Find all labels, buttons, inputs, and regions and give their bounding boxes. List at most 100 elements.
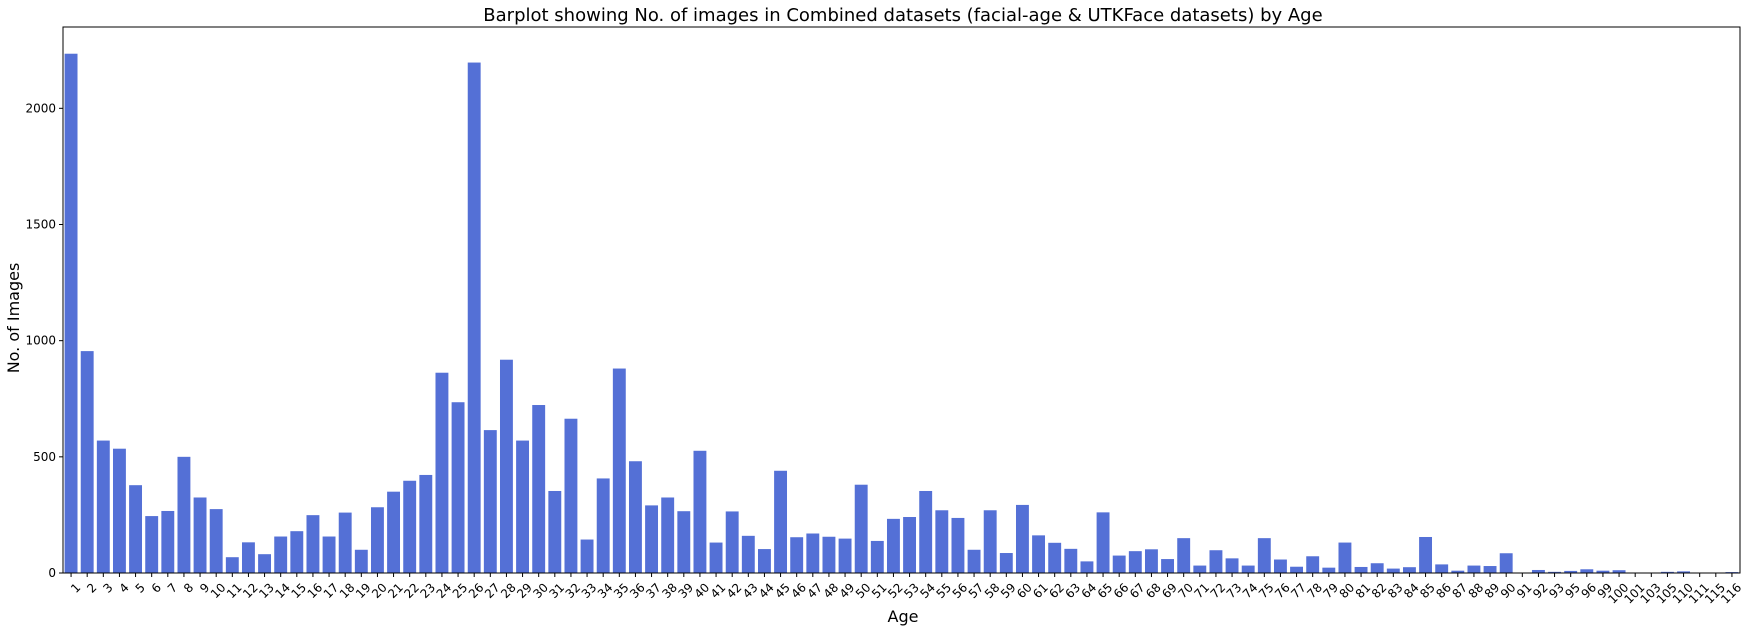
bar-age-25 <box>451 402 465 573</box>
bar-age-18 <box>338 512 352 573</box>
bar-age-20 <box>370 507 384 573</box>
y-axis: 0 500 1000 1500 2000 <box>25 101 63 580</box>
bar-age-34 <box>596 478 610 573</box>
bar-age-67 <box>1128 551 1142 573</box>
bar-age-40 <box>693 450 707 573</box>
bar-age-36 <box>628 461 642 573</box>
bar-age-24 <box>435 372 449 573</box>
x-tick-label: 2 <box>84 580 99 595</box>
bar-age-22 <box>403 480 417 573</box>
bar-age-37 <box>645 505 659 573</box>
bar-age-71 <box>1193 565 1207 573</box>
bar-age-76 <box>1273 559 1287 573</box>
bar-age-65 <box>1096 512 1110 573</box>
x-tick-label: 1 <box>68 580 83 595</box>
bar-age-52 <box>886 518 900 573</box>
y-tick-label: 0 <box>48 566 56 580</box>
bar-age-19 <box>354 549 368 573</box>
bar-age-59 <box>999 553 1013 573</box>
bar-age-88 <box>1467 565 1481 573</box>
bar-age-38 <box>661 497 675 573</box>
bar-age-1 <box>64 53 78 574</box>
bar-age-93 <box>1548 571 1562 573</box>
bar-age-95 <box>1564 570 1578 573</box>
bar-age-30 <box>532 405 546 573</box>
bar-age-64 <box>1080 561 1094 573</box>
chart-title: Barplot showing No. of images in Combine… <box>483 5 1322 26</box>
bar-age-75 <box>1257 538 1271 573</box>
bar-age-39 <box>677 511 691 573</box>
bar-age-53 <box>903 517 917 573</box>
bar-age-7 <box>161 510 175 573</box>
y-tick-label: 500 <box>33 450 56 464</box>
y-tick-label: 1000 <box>25 334 56 348</box>
bar-age-51 <box>870 540 884 573</box>
bar-age-32 <box>564 418 578 573</box>
bar-age-54 <box>919 490 933 573</box>
bar-age-57 <box>967 549 981 573</box>
bar-age-29 <box>516 440 530 573</box>
bar-age-27 <box>483 430 497 573</box>
bar-age-60 <box>1015 504 1029 573</box>
bar-age-2 <box>80 351 94 573</box>
bar-age-14 <box>274 536 288 573</box>
bar-age-12 <box>241 542 255 573</box>
bar-age-47 <box>806 533 820 573</box>
bars-group <box>64 53 1739 574</box>
bar-age-15 <box>290 531 304 573</box>
bar-age-84 <box>1402 567 1416 573</box>
bar-age-33 <box>580 539 594 573</box>
bar-age-105 <box>1660 571 1674 573</box>
bar-age-70 <box>1177 538 1191 573</box>
bar-age-48 <box>822 536 836 573</box>
bar-age-63 <box>1064 548 1078 573</box>
bar-age-26 <box>467 62 481 574</box>
bar-age-72 <box>1209 550 1223 573</box>
bar-age-23 <box>419 474 433 573</box>
bar-age-17 <box>322 536 336 573</box>
bar-age-4 <box>112 448 126 573</box>
bar-age-62 <box>1048 542 1062 573</box>
x-tick-label: 5 <box>133 580 148 595</box>
bar-age-3 <box>96 440 110 573</box>
x-axis-label: Age <box>888 607 919 626</box>
bar-age-21 <box>387 491 401 573</box>
y-axis-label: No. of Images <box>4 263 23 374</box>
bar-age-56 <box>951 517 965 573</box>
bar-age-89 <box>1483 566 1497 573</box>
bar-age-73 <box>1225 558 1239 573</box>
bar-age-77 <box>1290 566 1304 573</box>
bar-age-87 <box>1451 570 1465 573</box>
bar-age-92 <box>1531 569 1545 573</box>
bar-age-82 <box>1370 563 1384 573</box>
bar-age-41 <box>709 542 723 573</box>
bar-age-68 <box>1144 549 1158 573</box>
x-tick-label: 4 <box>116 580 131 595</box>
bar-age-46 <box>790 537 804 573</box>
bar-age-13 <box>258 554 272 573</box>
bar-age-42 <box>725 511 739 573</box>
bar-age-81 <box>1354 566 1368 573</box>
bar-age-79 <box>1322 567 1336 573</box>
bar-age-96 <box>1580 569 1594 573</box>
bar-age-28 <box>499 359 513 573</box>
bar-age-99 <box>1596 570 1610 573</box>
bar-age-61 <box>1032 535 1046 573</box>
bar-age-74 <box>1241 565 1255 573</box>
bar-age-100 <box>1612 570 1626 573</box>
bar-age-35 <box>612 368 626 573</box>
bar-age-31 <box>548 490 562 573</box>
y-tick-label: 2000 <box>25 101 56 115</box>
bar-age-10 <box>209 509 223 573</box>
bar-age-44 <box>757 549 771 573</box>
bar-age-83 <box>1386 568 1400 573</box>
x-tick-label: 3 <box>100 580 115 595</box>
y-tick-label: 1500 <box>25 217 56 231</box>
bar-age-45 <box>774 470 788 573</box>
bar-age-55 <box>935 510 949 573</box>
x-tick-label: 8 <box>181 580 196 595</box>
x-axis: 1 2 3 4 5 6 7 8 91011121314151617181920212223242… <box>68 573 1744 607</box>
bar-age-86 <box>1435 564 1449 573</box>
x-tick-label: 6 <box>149 580 164 595</box>
bar-age-9 <box>193 497 207 573</box>
